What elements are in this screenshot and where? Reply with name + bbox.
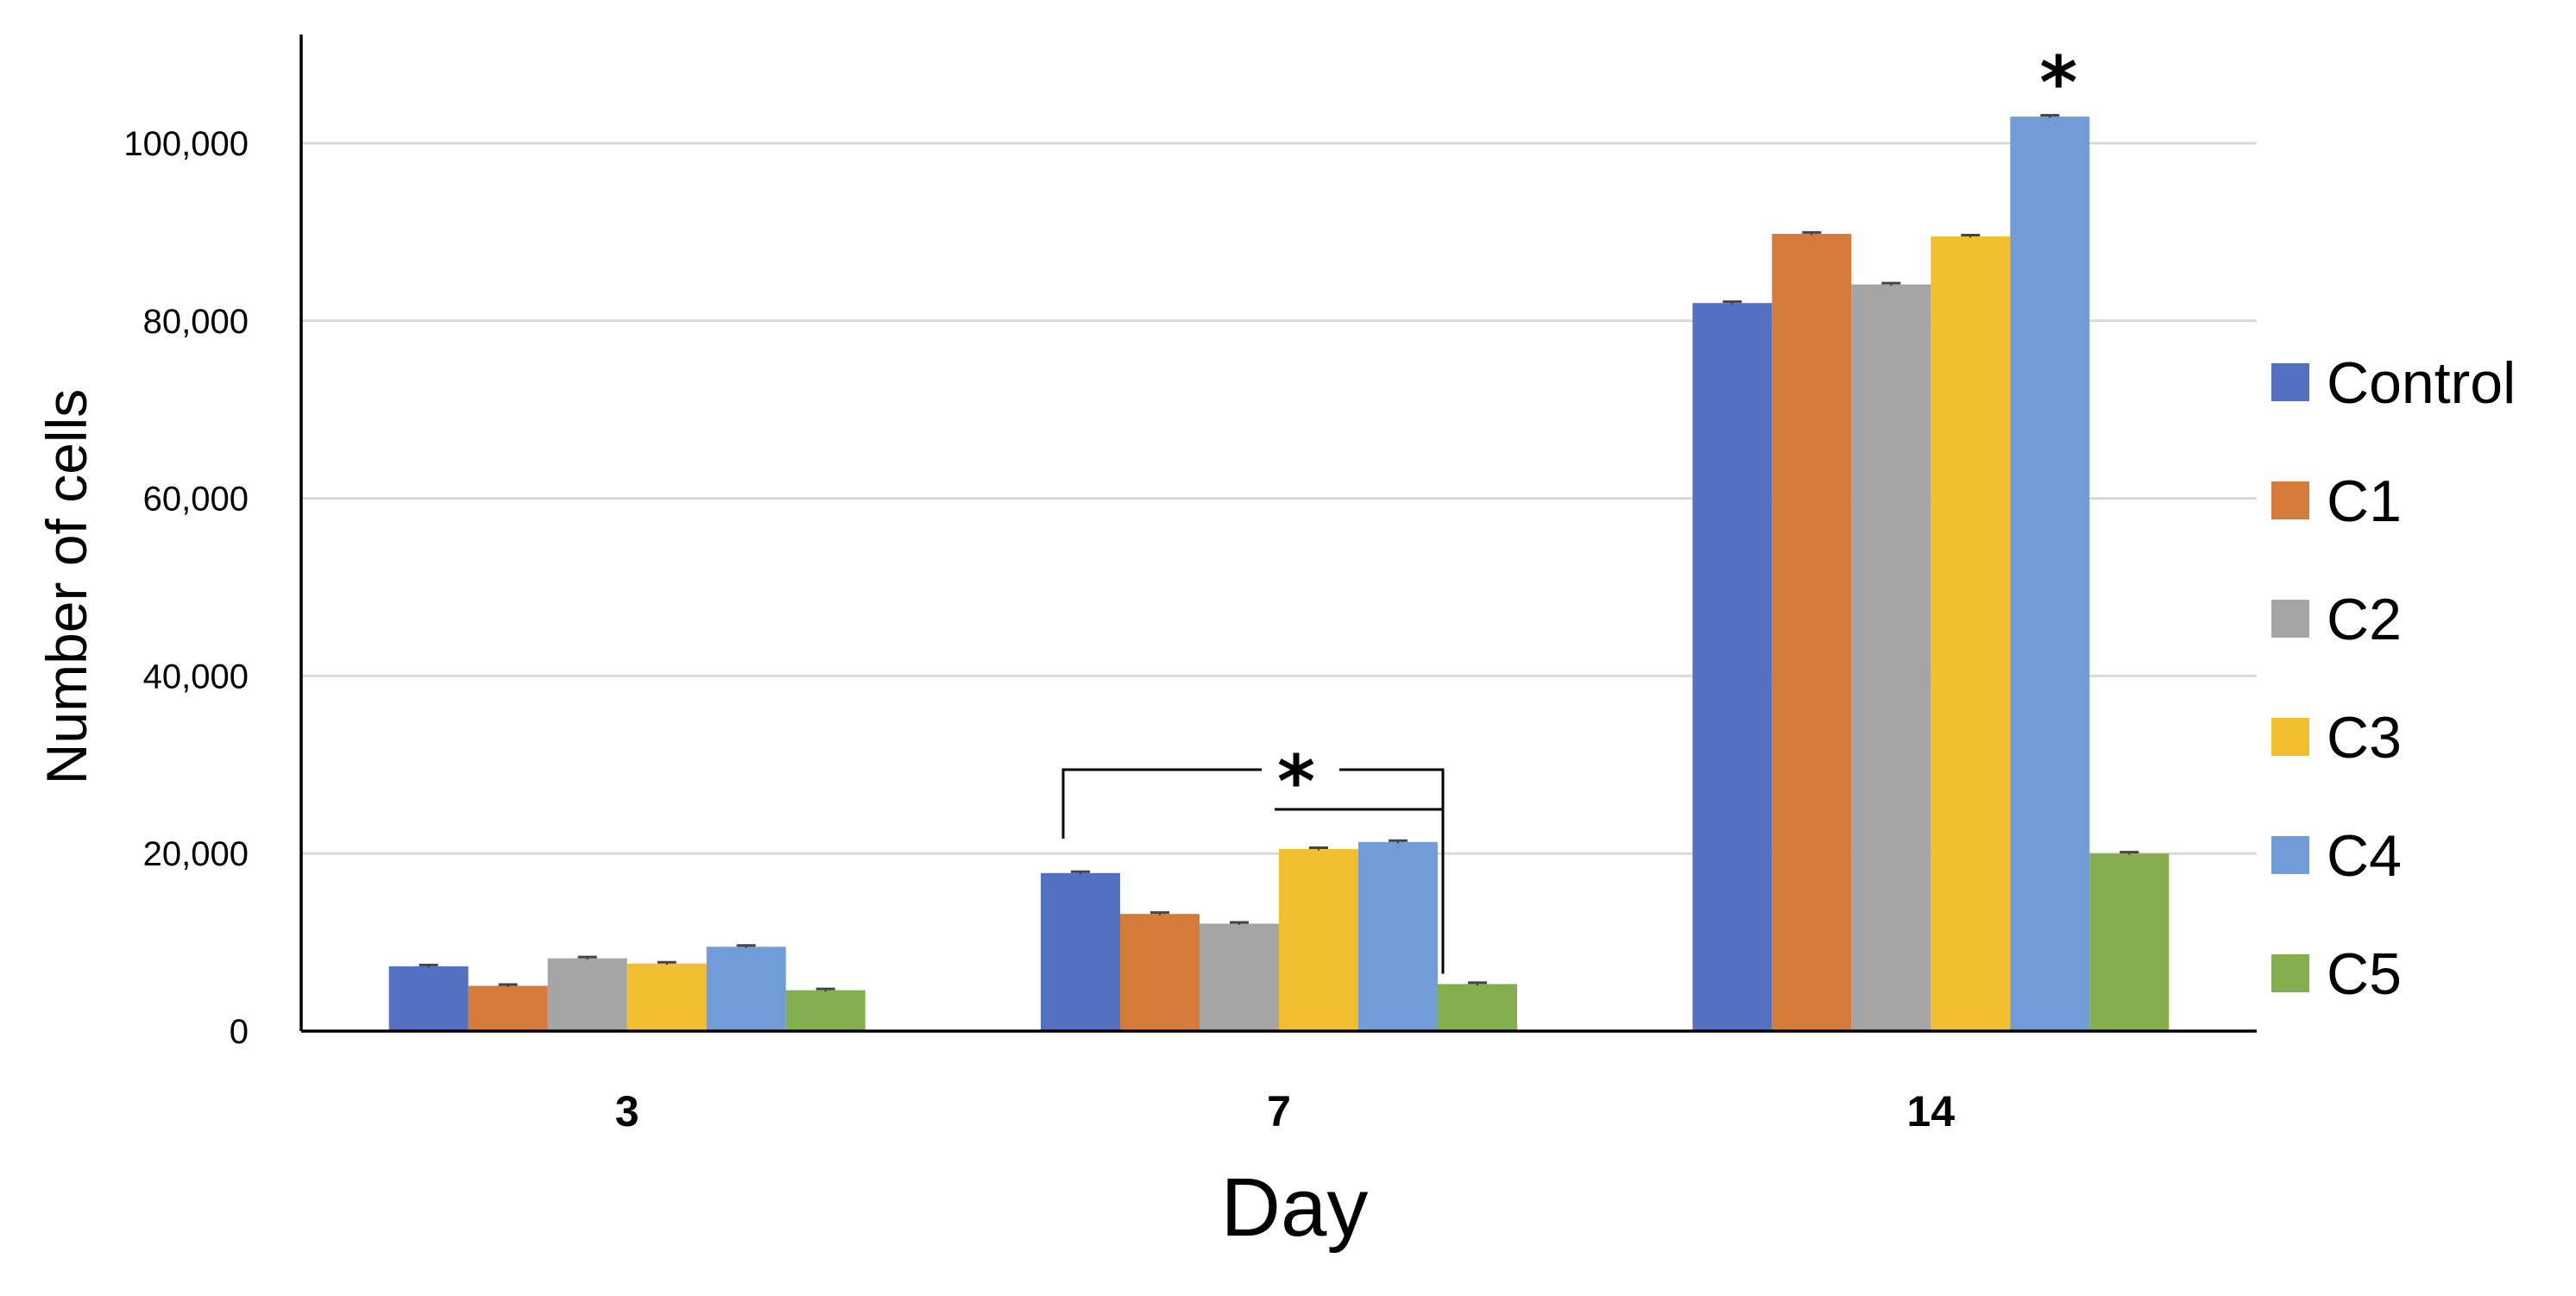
- bar-c4-day-14[interactable]: [2010, 116, 2090, 1031]
- bar-c4-day-3[interactable]: [706, 947, 786, 1031]
- bar-control-day-7[interactable]: [1041, 872, 1120, 1031]
- legend-label: C3: [2327, 705, 2402, 771]
- bar-c1-day-14[interactable]: [1772, 233, 1852, 1031]
- legend-item-c4[interactable]: C4: [2271, 823, 2402, 889]
- x-tick-label: 3: [615, 1087, 639, 1136]
- legend-label: C5: [2327, 941, 2402, 1007]
- significance-star: *: [2039, 41, 2077, 125]
- x-tick-labels: 3 7 14: [615, 1087, 1956, 1136]
- legend-swatch: [2271, 481, 2309, 519]
- significance-star: *: [1277, 739, 1315, 824]
- y-tick-label: 80,000: [143, 303, 249, 341]
- bar-c1-day-7[interactable]: [1120, 914, 1200, 1031]
- x-tick-label: 7: [1267, 1087, 1291, 1136]
- legend-swatch: [2271, 363, 2309, 401]
- y-tick-label: 100,000: [123, 125, 249, 163]
- y-tick-label: 20,000: [143, 835, 249, 873]
- legend-item-c1[interactable]: C1: [2271, 469, 2402, 534]
- y-tick-label: 60,000: [143, 481, 249, 519]
- y-tick-label: 40,000: [143, 657, 249, 695]
- bar-c2-day-14[interactable]: [1851, 284, 1931, 1032]
- legend-swatch: [2271, 600, 2309, 638]
- bar-c1-day-3[interactable]: [468, 985, 548, 1031]
- legend-item-c5[interactable]: C5: [2271, 941, 2402, 1007]
- bar-c5-day-3[interactable]: [785, 990, 866, 1031]
- significance-bracket: [1061, 768, 1262, 839]
- legend-item-c3[interactable]: C3: [2271, 705, 2402, 771]
- bar-control-day-14[interactable]: [1692, 303, 1773, 1032]
- legend-label: C2: [2327, 587, 2402, 652]
- error-bars: [419, 114, 2139, 992]
- legend-swatch: [2271, 718, 2309, 756]
- bar-c4-day-7[interactable]: [1358, 841, 1438, 1031]
- x-axis-title: Day: [1221, 1161, 1369, 1254]
- bars: [388, 116, 2170, 1032]
- significance-annotations: **: [1061, 41, 2077, 974]
- significance-bracket: [1339, 768, 1445, 974]
- y-tick-labels: 0 20,000 40,000 60,000 80,000 100,000: [123, 125, 249, 1051]
- axes: [299, 35, 2257, 1033]
- y-tick-label: 0: [230, 1013, 249, 1051]
- legend[interactable]: Control C1 C2 C3 C4 C5: [2271, 350, 2516, 1007]
- legend-item-control[interactable]: Control: [2271, 350, 2516, 416]
- bar-c3-day-3[interactable]: [627, 963, 707, 1031]
- bar-c3-day-14[interactable]: [1930, 236, 2011, 1031]
- legend-swatch: [2271, 954, 2309, 992]
- bar-c3-day-7[interactable]: [1279, 849, 1358, 1031]
- legend-label: C4: [2327, 823, 2402, 889]
- bar-c2-day-7[interactable]: [1200, 923, 1279, 1031]
- bar-c2-day-3[interactable]: [547, 958, 627, 1031]
- legend-swatch: [2271, 836, 2309, 874]
- bar-c5-day-14[interactable]: [2089, 853, 2170, 1031]
- x-tick-label: 14: [1907, 1087, 1956, 1136]
- bar-c5-day-7[interactable]: [1438, 984, 1517, 1031]
- legend-item-c2[interactable]: C2: [2271, 587, 2402, 652]
- legend-label: Control: [2327, 350, 2516, 416]
- bar-control-day-3[interactable]: [388, 966, 469, 1031]
- legend-label: C1: [2327, 469, 2402, 534]
- y-axis-title: Number of cells: [35, 389, 98, 785]
